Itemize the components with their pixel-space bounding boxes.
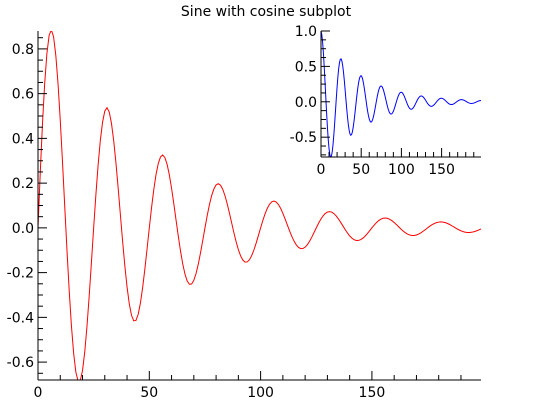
inset-x-tick-label: 100 bbox=[388, 162, 415, 178]
main-x-tick-label: 0 bbox=[34, 385, 43, 401]
inset-plot-area bbox=[321, 31, 481, 157]
main-x-tick-label: 100 bbox=[247, 385, 274, 401]
inset-x-tick-label: 0 bbox=[317, 162, 326, 178]
main-y-tick-label: -0.6 bbox=[7, 355, 34, 371]
inset-plot: 0 50 100 150 -0.5 0.0 0.5 1.0 bbox=[290, 24, 481, 178]
inset-y-tick-label: 0.5 bbox=[295, 59, 317, 75]
inset-series-line-0 bbox=[321, 31, 481, 157]
main-y-tick-label: 0.0 bbox=[12, 221, 34, 237]
main-y-tick-label: -0.2 bbox=[7, 266, 34, 282]
main-y-tick-label: 0.2 bbox=[12, 176, 34, 192]
inset-x-tick-label: 150 bbox=[428, 162, 455, 178]
chart-title: Sine with cosine subplot bbox=[181, 4, 352, 20]
main-series-line-0 bbox=[38, 31, 481, 380]
main-y-tick-label: -0.4 bbox=[7, 310, 34, 326]
inset-y-tick-label: 1.0 bbox=[295, 24, 317, 40]
main-x-tick-label: 150 bbox=[359, 385, 386, 401]
main-y-tick-label: 0.8 bbox=[12, 42, 34, 58]
main-x-tick-label: 50 bbox=[140, 385, 158, 401]
main-y-tick-label: 0.4 bbox=[12, 131, 34, 147]
inset-x-tick-label: 50 bbox=[352, 162, 370, 178]
inset-y-tick-label: 0.0 bbox=[295, 95, 317, 111]
inset-y-tick-label: -0.5 bbox=[290, 130, 317, 146]
main-y-tick-label: 0.6 bbox=[12, 87, 34, 103]
